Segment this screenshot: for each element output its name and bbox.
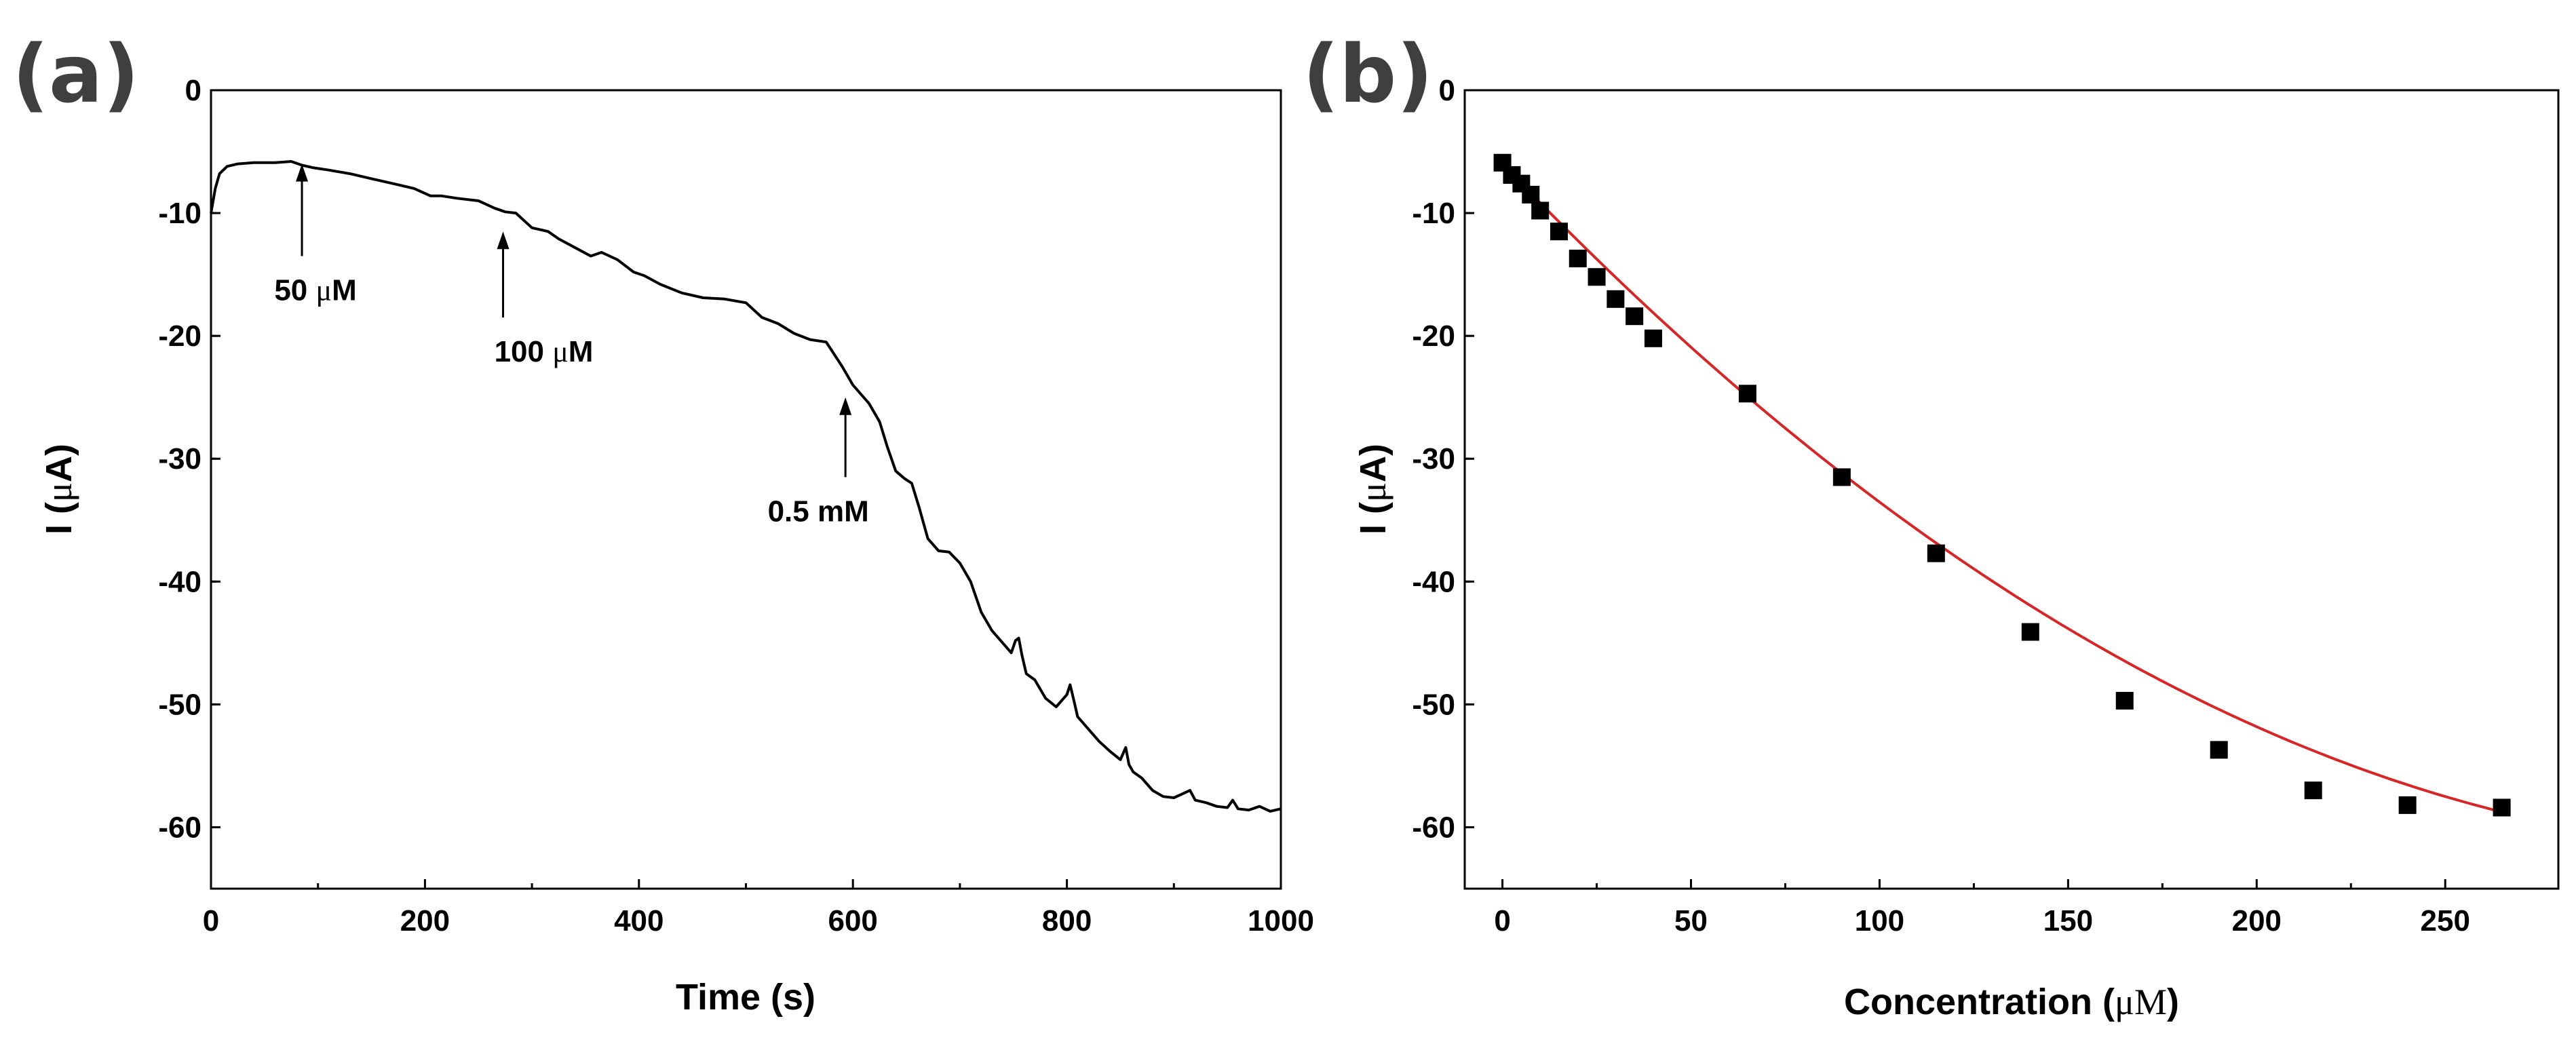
panel-b-x-tick-label: 150 <box>2043 904 2093 937</box>
panel-b-x-tick-label: 50 <box>1674 904 1708 937</box>
panel-b-x-axis-title: Concentration (μM) <box>1844 982 2179 1022</box>
data-point <box>1644 329 1662 347</box>
data-point <box>1832 468 1851 486</box>
panel-a-x-tick-label: 800 <box>1042 904 1092 937</box>
panel-b-y-title-suffix: A) <box>1353 444 1393 482</box>
panel-a-y-tick-label: -60 <box>158 811 201 844</box>
panel-a-x-tick-label: 0 <box>203 904 219 937</box>
panel-b-label: (b) <box>1303 27 1433 121</box>
data-point <box>1569 250 1587 268</box>
panel-b-y-ticks: 0 -10 -20 -30 -40 -50 -60 <box>1412 74 1474 844</box>
panel-a-label: (a) <box>12 27 140 121</box>
panel-a-y-axis-title: I (μA) <box>39 444 79 535</box>
panel-b-x-ticks: 0 50 100 150 200 250 <box>1494 879 2470 937</box>
panel-b-y-tick-label: 0 <box>1439 74 1455 107</box>
panel-b-y-tick-label: -60 <box>1412 811 1455 844</box>
panel-b-x-title-mu: μM <box>2115 982 2167 1022</box>
panel-b-x-title-prefix: Concentration ( <box>1844 982 2115 1022</box>
panel-a-x-ticks: 0 200 400 600 800 1000 <box>203 879 1314 937</box>
annotation-label: 0.5 mM <box>768 495 869 528</box>
panel-b-data-points <box>1493 153 2511 817</box>
panel-a-y-ticks: 0 -10 -20 -30 -40 -50 -60 <box>158 74 220 844</box>
panel-a-y-tick-label: 0 <box>185 74 201 107</box>
data-point <box>2398 796 2417 814</box>
panel-a-y-tick-label: -40 <box>158 565 201 598</box>
annotation-arrow-head <box>497 231 510 250</box>
data-point <box>1522 185 1540 204</box>
data-point <box>1927 544 1945 562</box>
annotation-arrow-head <box>296 163 309 182</box>
panel-b-plot-frame <box>1463 89 2560 890</box>
panel-b-y-tick-label: -10 <box>1412 197 1455 230</box>
panel-a-y-title-prefix: I ( <box>39 502 79 535</box>
annotation-label: 100 μM <box>495 335 594 368</box>
data-point <box>1626 307 1644 326</box>
panel-b-fit-curve <box>1501 163 2503 813</box>
panel-b-x-tick-label: 0 <box>1494 904 1510 937</box>
data-point <box>1550 223 1568 241</box>
data-point <box>2210 741 2228 759</box>
panel-b-x-tick-label: 250 <box>2421 904 2470 937</box>
panel-a-y-tick-label: -30 <box>158 442 201 476</box>
panel-b-y-tick-label: -20 <box>1412 320 1455 353</box>
data-point <box>2304 781 2322 800</box>
data-point <box>2021 623 2039 641</box>
panel-b-y-axis-title: I (μA) <box>1353 444 1393 535</box>
panel-a-x-axis-title: Time (s) <box>676 977 815 1018</box>
data-point <box>1531 201 1550 220</box>
panel-a-y-title-mu: μ <box>39 482 79 502</box>
panel-b-y-title-mu: μ <box>1353 482 1393 502</box>
panel-a-current-trace <box>210 160 1282 813</box>
panel-a-y-tick-label: -20 <box>158 320 201 353</box>
panel-a-y-title-suffix: A) <box>39 444 79 482</box>
panel-a-x-tick-label: 600 <box>828 904 877 937</box>
data-point <box>1738 385 1756 403</box>
data-point <box>2115 691 2134 710</box>
panel-a-y-tick-label: -10 <box>158 197 201 230</box>
data-point <box>2493 798 2511 817</box>
panel-b: (b) 0 50 100 150 200 250 0-10-20-30-40-50-60 … <box>1303 27 2560 1022</box>
annotation-arrow-head <box>839 397 852 415</box>
panel-b-x-tick-label: 200 <box>2232 904 2282 937</box>
panel-b-y-tick-label: -50 <box>1412 688 1455 721</box>
data-point <box>1588 268 1606 286</box>
panel-a-x-tick-label: 400 <box>614 904 664 937</box>
panel-b-y-title-prefix: I ( <box>1353 502 1393 535</box>
panel-b-x-title-suffix: ) <box>2167 982 2179 1022</box>
panel-a-x-tick-label: 1000 <box>1248 904 1314 937</box>
panel-a-x-tick-label: 200 <box>400 904 450 937</box>
panel-a-plot-frame <box>210 89 1282 890</box>
panel-a-y-tick-label: -50 <box>158 688 201 721</box>
annotation-label: 50 μM <box>274 273 356 307</box>
data-point <box>1607 290 1625 308</box>
panel-a-annotations: 50 μM 100 μM 0.5 mM <box>274 163 869 528</box>
panel-b-x-tick-label: 100 <box>1855 904 1904 937</box>
panel-a: (a) 0 200 400 600 800 1000 0 -10 -20 -30 -40 -50 -6… <box>12 27 1314 1018</box>
panel-b-y-tick-label: -30 <box>1412 442 1455 476</box>
panel-b-y-tick-label: -40 <box>1412 565 1455 598</box>
